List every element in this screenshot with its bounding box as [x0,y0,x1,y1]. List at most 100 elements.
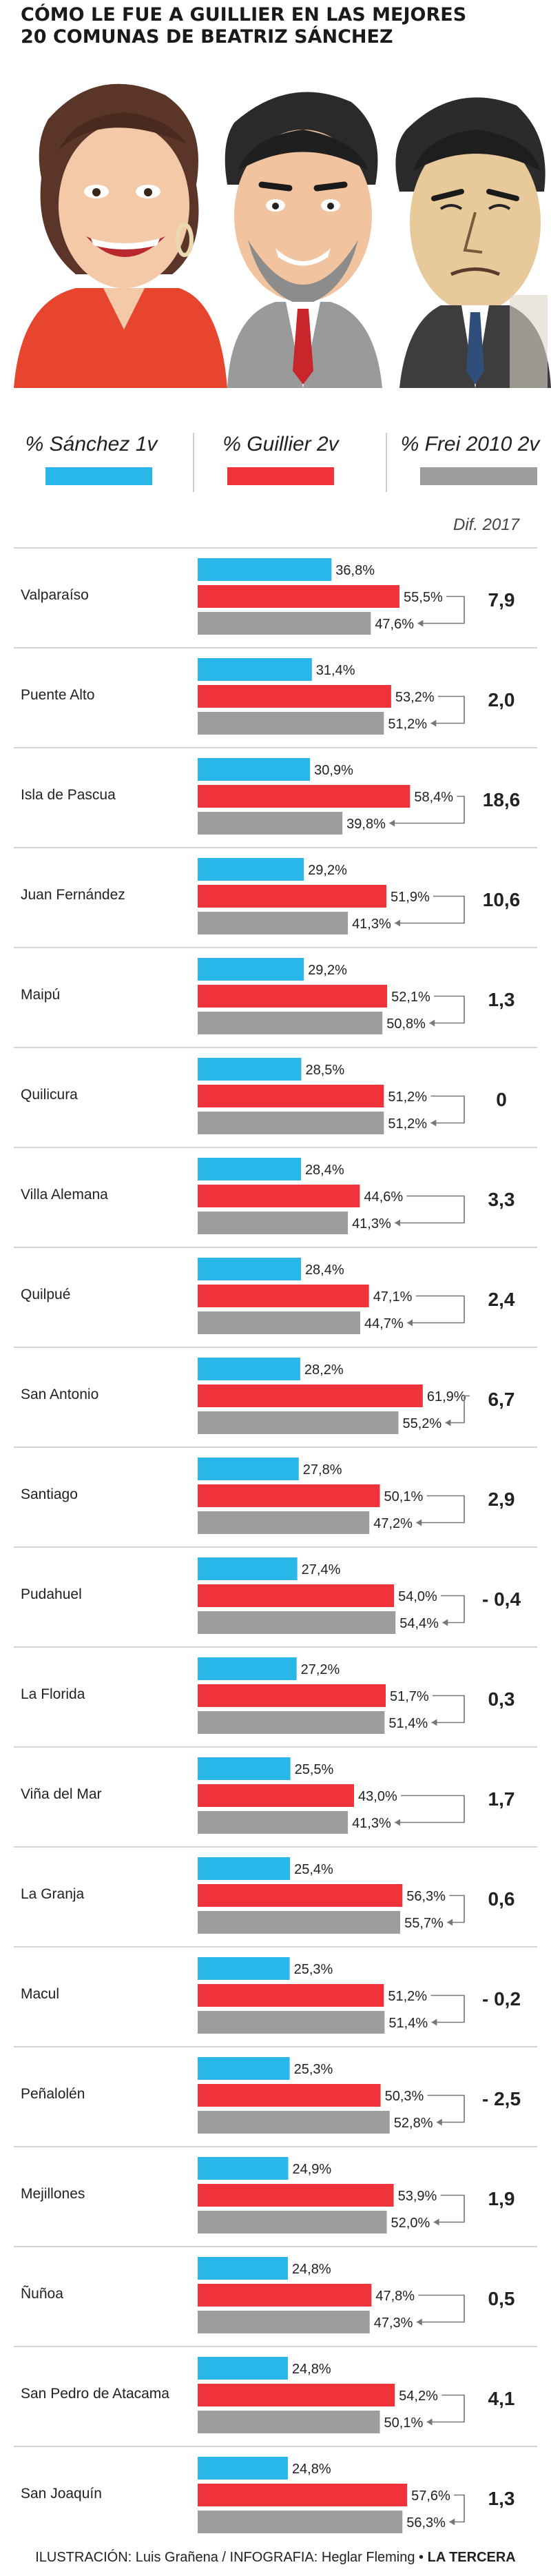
bracket-arrow [429,1019,435,1027]
data-label: 51,2% [388,1116,427,1132]
data-label: 50,8% [386,1016,426,1032]
bracket-arrow [431,1719,437,1726]
bar-frei [198,2311,370,2333]
dif-2017-value: 1,3 [488,989,515,1010]
data-label: 51,2% [388,1989,427,2004]
data-label: 52,1% [391,990,430,1005]
difference-bracket [445,1395,470,1424]
data-label: 44,6% [364,1189,403,1205]
data-label: 27,2% [301,1662,340,1677]
data-label: 36,8% [335,563,375,578]
difference-bracket [395,895,465,924]
comunas-bar-chart: Valparaíso 36,8% 55,5% 47,6% 7,9 Puente Alto 3… [14,547,537,2533]
legend-item-sanchez: % Sánchez 1v [0,433,183,488]
data-label: 41,3% [352,1816,391,1831]
title-line-1: CÓMO LE FUE A GUILLIER EN LAS MEJORES [21,4,467,25]
data-label: 41,3% [352,917,391,932]
data-label: 51,2% [388,1090,427,1105]
category-label: La Granja [21,1886,85,1902]
bar-frei [198,1311,361,1334]
bar-guillier [198,2084,381,2107]
dif-2017-value: 7,9 [488,589,515,611]
category-label: Macul [21,1986,59,2002]
data-label: 47,8% [375,2289,415,2304]
category-label: La Florida [21,1686,85,1702]
bar-sanchez [198,1757,291,1780]
credits-text: ILUSTRACIÓN: Luis Grañena / INFOGRAFIA: … [35,2550,424,2565]
data-label: 25,3% [294,1962,333,1977]
data-label: 29,2% [308,863,347,878]
data-label: 50,3% [385,2089,424,2104]
bracket-arrow [417,620,424,627]
category-label: Quilicura [21,1087,78,1103]
legend-label-sanchez: % Sánchez 1v [25,433,158,456]
bracket-arrow [449,2518,455,2526]
difference-bracket [441,1595,465,1624]
bar-guillier [198,1684,386,1707]
legend-swatch-guillier [227,467,334,485]
bar-guillier [198,685,391,708]
bar-guillier [198,1884,403,1907]
data-label: 47,3% [374,2316,413,2331]
category-label: Mejillones [21,2186,85,2202]
data-label: 30,9% [314,763,353,778]
data-label: 24,8% [292,2462,331,2477]
bar-guillier [198,1185,360,1207]
data-label: 55,5% [404,590,443,605]
bar-sanchez [198,758,311,781]
title-line-2: 20 COMUNAS DE BEATRIZ SÁNCHEZ [21,26,393,48]
data-label: 51,2% [388,717,427,732]
bar-sanchez [198,1458,299,1480]
data-label: 24,8% [292,2262,331,2277]
difference-bracket [417,595,465,624]
bar-sanchez [198,1857,291,1880]
data-label: 28,4% [305,1263,344,1278]
bar-frei [198,1112,384,1134]
dif-2017-value: - 2,5 [482,2088,521,2109]
bar-guillier [198,1085,384,1107]
data-label: 55,2% [402,1416,441,1431]
bar-guillier [198,1384,423,1407]
bar-sanchez [198,2457,288,2480]
bracket-arrow [389,819,395,827]
difference-bracket [407,1295,465,1324]
bar-sanchez [198,958,304,981]
category-label: Peñalolén [21,2086,85,2102]
bar-frei [198,1711,385,1734]
category-label: San Antonio [21,1387,98,1402]
bracket-arrow [395,1219,401,1227]
dif-2017-value: 0 [496,1089,507,1110]
bar-guillier [198,1285,369,1307]
difference-bracket [429,995,465,1024]
data-label: 25,4% [294,1862,333,1877]
dif-2017-value: 1,9 [488,2188,515,2209]
data-label: 58,4% [414,790,453,805]
legend-label-frei: % Frei 2010 2v [400,433,540,456]
bracket-arrow [430,1119,437,1127]
bracket-arrow [433,2218,439,2226]
data-label: 56,3% [406,1889,446,1904]
category-label: Santiago [21,1486,78,1502]
data-label: 47,2% [373,1516,413,1531]
difference-bracket [427,2094,465,2123]
bar-guillier [198,1484,380,1507]
caricature-illustrations [14,83,551,388]
dif-2017-value: 3,3 [488,1189,515,1210]
page-title: CÓMO LE FUE A GUILLIER EN LAS MEJORES 20… [21,4,530,48]
difference-bracket [430,695,465,724]
bar-frei [198,2211,387,2233]
category-label: San Pedro de Atacama [21,2386,169,2402]
bar-guillier [198,2184,394,2207]
difference-bracket [430,1994,465,2023]
bar-guillier [198,885,387,908]
bar-frei [198,612,371,635]
legend-swatch-sanchez [45,467,152,485]
category-label: Pudahuel [21,1586,82,1602]
bar-frei [198,1212,349,1234]
bar-guillier [198,2284,372,2307]
difference-bracket [449,2494,465,2523]
dif-2017-value: 1,7 [488,1788,515,1810]
bracket-arrow [442,1619,448,1626]
bar-guillier [198,2484,408,2506]
bar-sanchez [198,1657,297,1680]
